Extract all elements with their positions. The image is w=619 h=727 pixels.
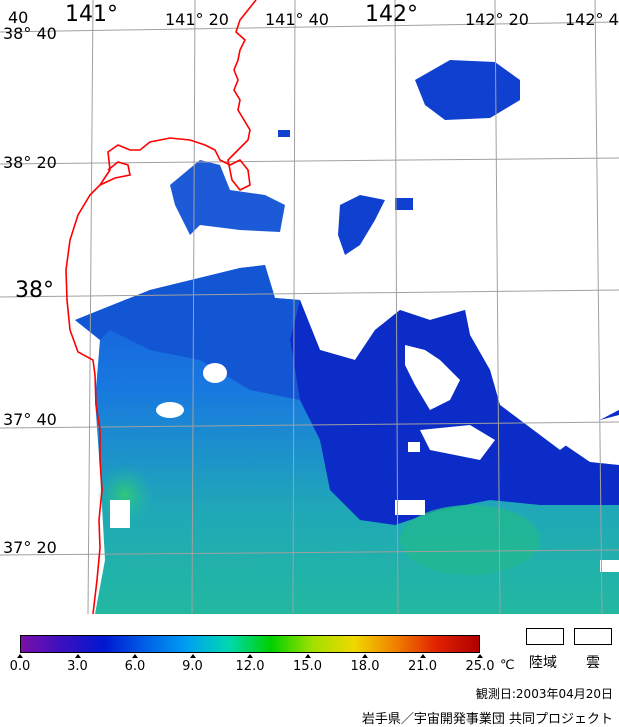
- colorbar-tick-label: 18.0: [350, 659, 380, 674]
- colorbar-tick-mark: [477, 654, 483, 658]
- cold-water-region: [290, 300, 619, 525]
- cloud-key-box: [574, 628, 612, 645]
- cloud-patch: [565, 415, 619, 465]
- cloud-patch: [600, 560, 619, 572]
- sea-patch-small: [278, 130, 290, 137]
- coastline: [65, 0, 257, 614]
- sea-patch-northeast: [415, 60, 520, 120]
- coastline-inlet: [99, 161, 131, 186]
- cloud-patch: [420, 425, 495, 460]
- sea-patch-small: [395, 198, 413, 210]
- colorbar-tick-label: 9.0: [182, 659, 203, 674]
- sea-patch-north: [170, 160, 285, 235]
- cloud-patch: [408, 442, 420, 452]
- colorbar-tick-label: 0.0: [9, 659, 31, 674]
- colorbar-unit: ℃: [500, 658, 515, 673]
- cloud-key-label: 雲: [586, 655, 600, 671]
- lat-label-38-40: 38° 40: [3, 24, 57, 43]
- mid-water-region: [75, 265, 300, 400]
- warm-water-patch: [400, 505, 540, 575]
- lon-label-141-40: 141° 40: [265, 10, 329, 29]
- colorbar-tick-label: 3.0: [67, 659, 88, 674]
- colorbar-tick-mark: [362, 654, 368, 658]
- colorbar-tick-mark: [189, 654, 196, 658]
- colorbar-tick-mark: [17, 654, 23, 658]
- colorbar-tick-mark: [132, 654, 138, 658]
- cloud-patch: [405, 345, 460, 410]
- colorbar-tick-label: 15.0: [293, 659, 322, 674]
- sea-patch-east: [338, 195, 385, 255]
- colorbar-tick-label: 6.0: [124, 659, 146, 674]
- credit-line: 岩手県／宇宙開発事業団 共同プロジェクト: [361, 712, 613, 727]
- lat-label-38: 38°: [15, 278, 54, 303]
- lat-label-38-20: 38° 20: [3, 153, 57, 172]
- colorbar-tick-mark: [74, 654, 81, 658]
- colorbar-tick-mark: [304, 654, 311, 658]
- lon-label-142-20: 142° 20: [465, 10, 529, 29]
- graticule: [0, 0, 619, 614]
- observation-date: 観測日:2003年04月20日: [475, 687, 613, 701]
- cloud-patch: [156, 402, 184, 418]
- lat-label-37-40: 37° 40: [3, 410, 57, 429]
- colorbar-tick-mark: [247, 654, 253, 658]
- land-key-box: [526, 628, 564, 645]
- lon-label-142: 142°: [365, 2, 418, 27]
- cloud-patch: [110, 500, 130, 528]
- cloud-patch: [203, 363, 227, 383]
- colorbar-tick-mark: [419, 654, 426, 658]
- lat-label-37-20: 37° 20: [3, 538, 57, 557]
- lon-label-140-40: 40: [8, 8, 29, 27]
- lon-label-142-40: 142° 4: [565, 10, 619, 29]
- colorbar-tick-label: 21.0: [408, 659, 437, 674]
- temperature-colorbar: [20, 635, 480, 653]
- land-key-label: 陸域: [529, 655, 557, 671]
- sst-map: [0, 0, 619, 614]
- lon-label-141-20: 141° 20: [165, 10, 229, 29]
- colorbar-tick-label: 12.0: [235, 659, 265, 674]
- lon-label-141: 141°: [65, 2, 118, 27]
- colorbar-tick-label: 25.0: [465, 659, 495, 674]
- cloud-patch: [395, 500, 425, 515]
